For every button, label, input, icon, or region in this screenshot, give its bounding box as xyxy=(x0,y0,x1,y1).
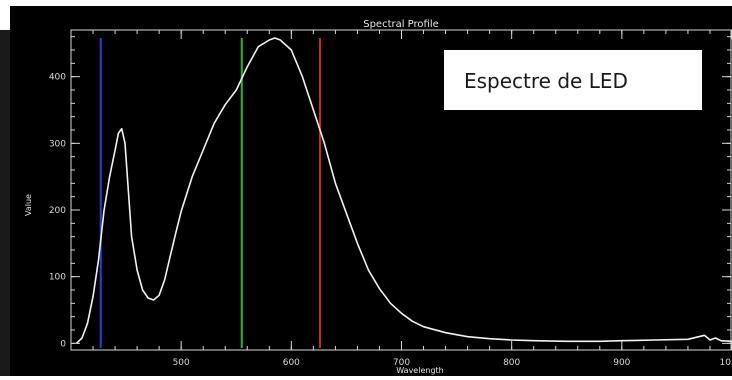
annotation-box: Espectre de LED xyxy=(444,50,702,110)
x-axis-label: Wavelength xyxy=(396,366,443,375)
x-tick-label: 10 xyxy=(720,358,732,368)
x-tick-label: 500 xyxy=(173,358,190,368)
x-tick-label: 900 xyxy=(613,358,630,368)
x-tick-label: 800 xyxy=(503,358,520,368)
left-panel-edge xyxy=(0,30,10,376)
x-tick-label: 600 xyxy=(283,358,300,368)
y-tick-label: 300 xyxy=(49,139,66,149)
y-tick-label: 400 xyxy=(49,73,66,83)
y-tick-label: 200 xyxy=(49,206,66,216)
y-axis-label: Value xyxy=(24,194,33,216)
annotation-text: Espectre de LED xyxy=(464,69,628,93)
y-tick-label: 0 xyxy=(60,339,66,349)
y-tick-label: 100 xyxy=(49,273,66,283)
chart-title: Spectral Profile xyxy=(363,19,439,30)
